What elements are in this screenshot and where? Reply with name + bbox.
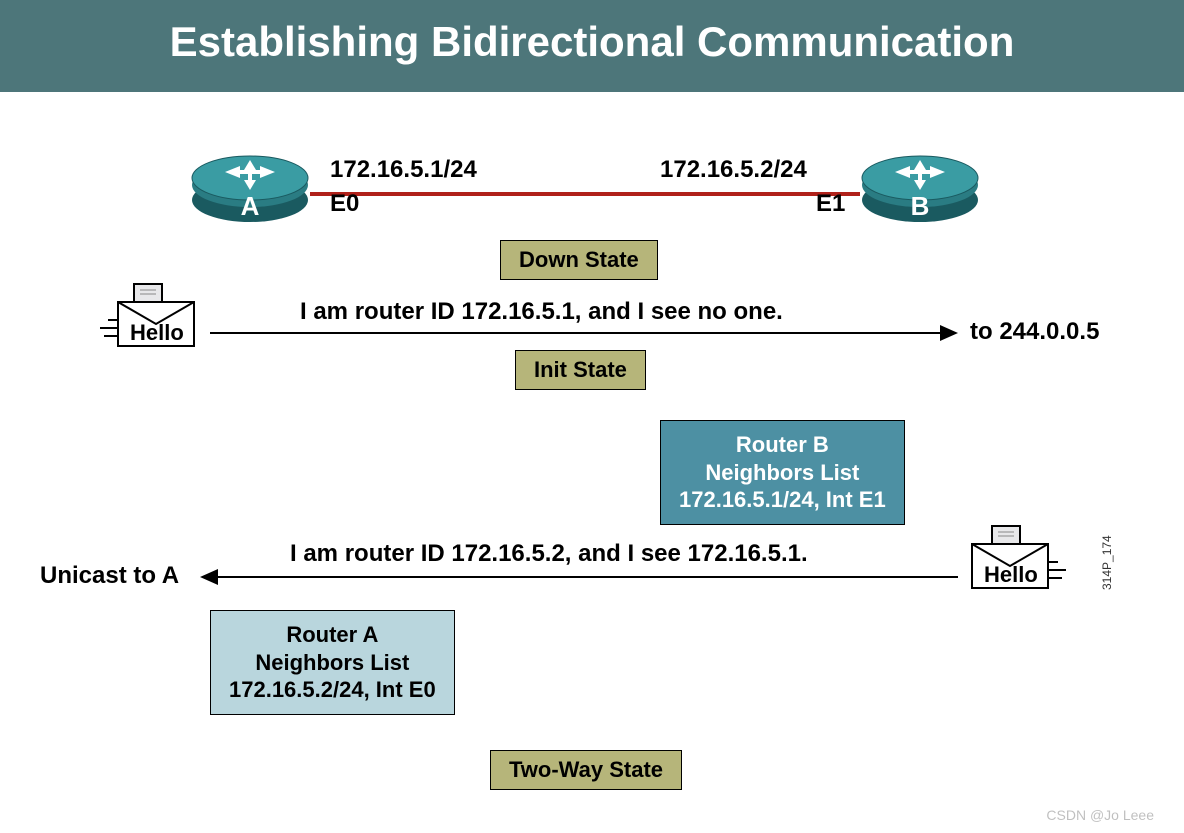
hello2-text: I am router ID 172.16.5.2, and I see 172…	[290, 540, 808, 568]
router-a: A	[190, 140, 310, 230]
neighbor-b-title: Router B	[679, 431, 886, 459]
hello-packet-right: Hello	[970, 520, 1066, 592]
arrow-left-head	[200, 569, 218, 585]
neighbor-b-line2: Neighbors List	[679, 459, 886, 487]
side-watermark: 314P_174	[1100, 535, 1114, 590]
router-b-ip: 172.16.5.2/24	[660, 156, 807, 184]
hello1-dest: to 244.0.0.5	[970, 318, 1099, 346]
bottom-watermark: CSDN @Jo Leee	[1046, 807, 1154, 823]
neighbor-a-line2: Neighbors List	[229, 649, 436, 677]
hello-packet-left: Hello	[100, 278, 196, 350]
title-bar: Establishing Bidirectional Communication	[0, 0, 1184, 92]
hello-left-label: Hello	[130, 320, 184, 346]
title-text: Establishing Bidirectional Communication	[170, 18, 1015, 65]
diagram-stage: A B 172.16.5.1/24 E0 172.16.5.2/24 E1 Do…	[0, 120, 1184, 833]
down-state-text: Down State	[519, 247, 639, 272]
router-a-iface: E0	[330, 190, 359, 218]
init-state-text: Init State	[534, 357, 627, 382]
twoway-state-box: Two-Way State	[490, 750, 682, 790]
neighbor-b-box: Router B Neighbors List 172.16.5.1/24, I…	[660, 420, 905, 525]
neighbor-a-title: Router A	[229, 621, 436, 649]
router-link	[310, 192, 860, 196]
neighbor-a-line3: 172.16.5.2/24, Int E0	[229, 676, 436, 704]
down-state-box: Down State	[500, 240, 658, 280]
hello1-text: I am router ID 172.16.5.1, and I see no …	[300, 298, 783, 326]
neighbor-b-line3: 172.16.5.1/24, Int E1	[679, 486, 886, 514]
arrow-right	[210, 332, 940, 334]
arrow-left	[218, 576, 958, 578]
router-a-ip: 172.16.5.1/24	[330, 156, 477, 184]
router-b-label: B	[860, 191, 980, 222]
router-b-iface: E1	[816, 190, 845, 218]
init-state-box: Init State	[515, 350, 646, 390]
router-a-label: A	[190, 191, 310, 222]
neighbor-a-box: Router A Neighbors List 172.16.5.2/24, I…	[210, 610, 455, 715]
hello-right-label: Hello	[984, 562, 1038, 588]
arrow-right-head	[940, 325, 958, 341]
twoway-state-text: Two-Way State	[509, 757, 663, 782]
router-b: B	[860, 140, 980, 230]
hello2-dest: Unicast to A	[40, 562, 179, 590]
